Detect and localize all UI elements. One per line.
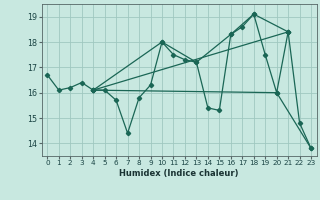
X-axis label: Humidex (Indice chaleur): Humidex (Indice chaleur) [119, 169, 239, 178]
